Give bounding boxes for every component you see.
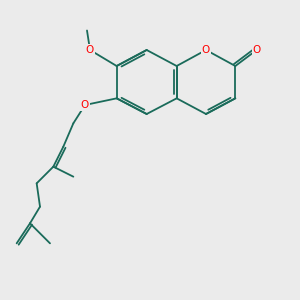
Text: O: O bbox=[253, 45, 261, 55]
Text: O: O bbox=[86, 45, 94, 55]
Text: O: O bbox=[81, 100, 89, 110]
Text: O: O bbox=[202, 45, 210, 55]
